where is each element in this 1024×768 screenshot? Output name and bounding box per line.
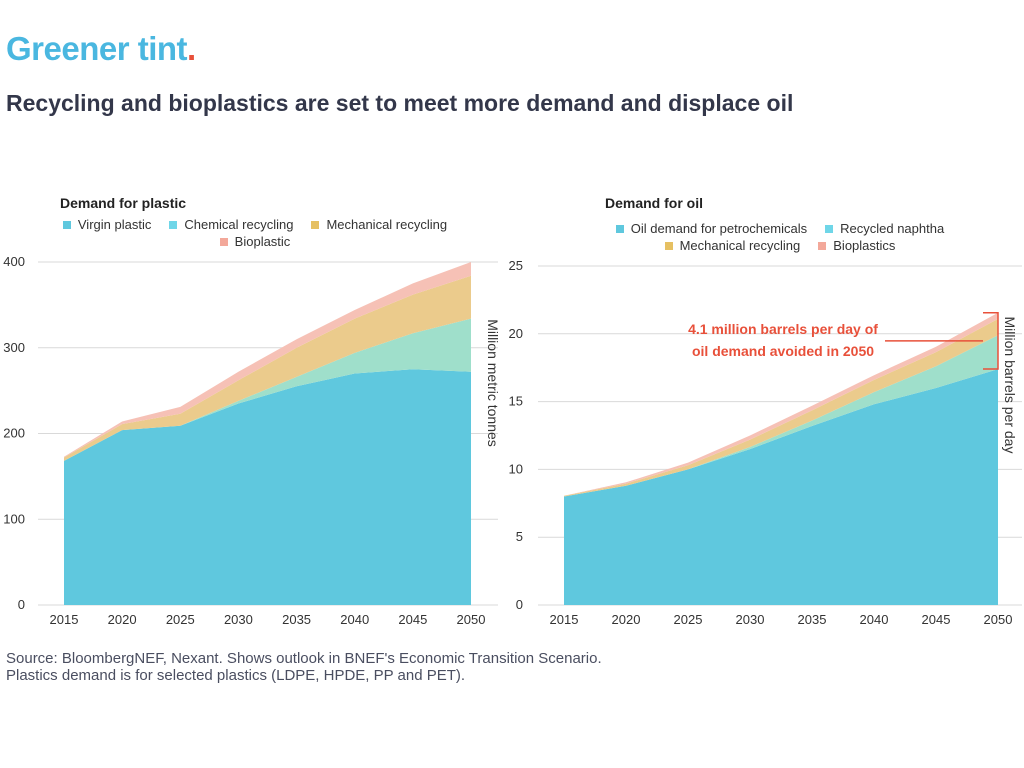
- plastic-area-bioplastic: [64, 262, 471, 458]
- legend-item: Bioplastic: [219, 234, 291, 249]
- plastic-y-tick-label: 100: [3, 511, 25, 526]
- plastic-x-tick-label: 2045: [398, 612, 427, 627]
- oil-x-tick-label: 2040: [860, 612, 889, 627]
- legend-row: Bioplastic: [35, 233, 475, 250]
- legend-label: Chemical recycling: [184, 217, 294, 232]
- plastic-chart-title: Demand for plastic: [60, 195, 187, 211]
- legend-swatch: [62, 220, 71, 229]
- legend-swatch: [219, 237, 228, 246]
- plastic-x-tick-label: 2035: [282, 612, 311, 627]
- legend-item: Mechanical recycling: [311, 217, 447, 232]
- oil-x-tick-label: 2030: [736, 612, 765, 627]
- legend-label: Oil demand for petrochemicals: [630, 221, 808, 236]
- oil-y-tick-label: 0: [516, 597, 523, 612]
- plastic-y-tick-label: 200: [3, 426, 25, 441]
- oil-x-tick-label: 2050: [984, 612, 1013, 627]
- legend-label: Virgin plastic: [77, 217, 152, 232]
- legend-swatch: [818, 241, 827, 250]
- plastic-area-virgin-plastic: [64, 369, 471, 605]
- plastic-y-axis-label: Million metric tonnes: [485, 319, 501, 447]
- legend-swatch: [311, 220, 320, 229]
- plastic-x-tick-label: 2015: [50, 612, 79, 627]
- plastic-y-tick-label: 300: [3, 340, 25, 355]
- source-note: Source: BloombergNEF, Nexant. Shows outl…: [6, 650, 602, 684]
- oil-x-tick-label: 2015: [550, 612, 579, 627]
- oil-y-axis-label: Million barrels per day: [1002, 317, 1018, 454]
- oil-annotation-line-2: oil demand avoided in 2050: [692, 343, 874, 359]
- oil-y-tick-label: 25: [509, 258, 523, 273]
- oil-x-tick-label: 2035: [798, 612, 827, 627]
- oil-chart-title: Demand for oil: [605, 195, 704, 211]
- legend-item: Recycled naphtha: [825, 221, 944, 236]
- legend-item: Mechanical recycling: [664, 238, 801, 253]
- legend-label: Mechanical recycling: [326, 217, 448, 232]
- legend-item: Oil demand for petrochemicals: [615, 221, 808, 236]
- legend-row: Virgin plastic Chemical recycling Mechanic…: [35, 216, 475, 233]
- brand-logo: Greener tint.: [6, 30, 196, 68]
- legend-row: Oil demand for petrochemicals Recycled na…: [570, 220, 990, 237]
- legend-swatch: [664, 241, 673, 250]
- legend-item: Chemical recycling: [169, 217, 293, 232]
- source-line-2: Plastics demand is for selected plastics…: [6, 667, 466, 684]
- oil-annotation-line-1: 4.1 million barrels per day of: [688, 321, 878, 337]
- plastic-x-tick-label: 2025: [166, 612, 195, 627]
- legend-swatch: [825, 224, 834, 233]
- legend-row: Mechanical recycling Bioplastics: [570, 237, 990, 254]
- plastic-x-tick-label: 2050: [457, 612, 486, 627]
- legend-label: Mechanical recycling: [679, 238, 801, 253]
- oil-y-tick-label: 15: [509, 394, 523, 409]
- source-line-1: Source: BloombergNEF, Nexant. Shows outl…: [6, 650, 602, 667]
- legend-item: Bioplastics: [818, 238, 895, 253]
- legend-label: Recycled naphtha: [840, 221, 945, 236]
- oil-x-tick-label: 2045: [922, 612, 951, 627]
- oil-annotation-bracket: [983, 312, 999, 370]
- plastic-x-tick-label: 2020: [108, 612, 137, 627]
- oil-y-tick-label: 20: [509, 326, 523, 341]
- plastic-y-tick-label: 400: [3, 254, 25, 269]
- plastic-x-tick-label: 2040: [340, 612, 369, 627]
- legend-item: Virgin plastic: [62, 217, 152, 232]
- legend-swatch: [615, 224, 624, 233]
- oil-x-tick-label: 2025: [674, 612, 703, 627]
- plastic-x-tick-label: 2030: [224, 612, 253, 627]
- brand-dot: .: [187, 30, 196, 67]
- page-headline: Recycling and bioplastics are set to mee…: [6, 90, 794, 116]
- plastic-area-chemical-recycling: [64, 318, 471, 461]
- plastic-area-mechanical-recycling: [64, 275, 471, 461]
- plastic-y-tick-label: 0: [18, 597, 25, 612]
- legend-label: Bioplastics: [833, 238, 896, 253]
- oil-x-tick-label: 2020: [612, 612, 641, 627]
- brand-name: Greener tint: [6, 30, 188, 67]
- oil-chart-legend: Oil demand for petrochemicals Recycled na…: [570, 220, 990, 254]
- legend-label: Bioplastic: [234, 234, 291, 249]
- oil-area-oil-demand-for-petrochemicals: [564, 369, 998, 605]
- oil-y-tick-label: 5: [516, 529, 523, 544]
- legend-swatch: [169, 220, 178, 229]
- plastic-chart-legend: Virgin plastic Chemical recycling Mechanic…: [35, 216, 475, 250]
- oil-y-tick-label: 10: [509, 461, 523, 476]
